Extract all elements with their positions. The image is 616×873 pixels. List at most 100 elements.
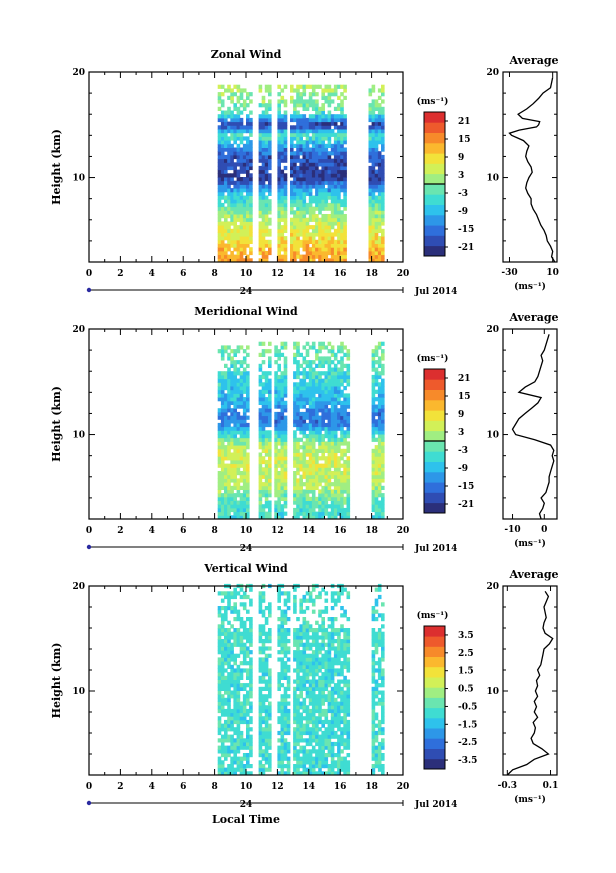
heatmap-cell [268,730,272,736]
heatmap-cell [217,668,222,673]
heatmap-cell [346,496,351,501]
heatmap-cell [311,258,316,263]
y-tick-label: 20 [72,68,85,78]
heatmap-cell [377,221,382,226]
heatmap-cell [268,613,272,618]
heatmap-cell [220,697,225,702]
heatmap-cell [308,591,313,596]
heatmap-cell [299,507,303,513]
heatmap-cell [308,598,313,603]
heatmap-cell [327,653,332,658]
heatmap-cell [230,456,234,461]
heatmap-cell [277,367,281,372]
heatmap-cell [293,500,297,505]
heatmap-cell [274,467,278,472]
heatmap-cell [293,103,297,108]
heatmap-cell [299,419,303,424]
heatmap-cell [246,653,250,658]
heatmap-cell [224,496,228,501]
heatmap-cell [220,382,225,387]
heatmap-cell [277,771,281,776]
heatmap-cell [220,422,225,428]
heatmap-cell [337,771,341,776]
heatmap-cell [268,646,272,651]
heatmap-cell [299,606,303,611]
heatmap-cell [220,504,225,509]
heatmap-cell [217,664,222,669]
heatmap-cell [258,749,263,754]
heatmap-cell [227,254,231,259]
heatmap-cell [261,749,266,754]
heatmap-cell [381,195,385,200]
heatmap-cell [324,151,329,156]
heatmap-cell [368,191,373,196]
heatmap-cell [299,382,303,387]
heatmap-cell [302,162,307,167]
heatmap-cell [268,606,272,611]
heatmap-cell [224,426,228,431]
heatmap-cell [315,463,319,468]
heatmap-cell [311,701,316,706]
heatmap-cell [302,474,307,479]
heatmap-cell [333,474,338,479]
heatmap-cell [302,129,307,134]
heatmap-cell [277,441,281,446]
heatmap-cell [264,132,269,137]
heatmap-cell [236,254,241,259]
heatmap-cell [258,675,263,680]
heatmap-cell [249,679,253,684]
heatmap-cell [343,441,347,446]
heatmap-cell [299,635,303,640]
heatmap-cell [217,723,222,728]
heatmap-cell [227,672,231,677]
heatmap-cell [371,258,376,263]
heatmap-cell [264,411,269,417]
heatmap-cell [340,441,344,446]
heatmap-cell [340,434,344,439]
heatmap-cell [293,136,297,141]
heatmap-cell [327,690,332,695]
heatmap-cell [246,515,250,520]
heatmap-cell [337,147,341,152]
heatmap-cell [371,415,376,420]
heatmap-cell [337,760,341,765]
heatmap-cell [246,121,250,126]
heatmap-cell [239,738,244,743]
heatmap-cell [283,125,288,130]
heatmap-cell [261,114,266,119]
heatmap-cell [217,456,222,461]
heatmap-cell [293,609,297,614]
heatmap-cell [268,760,272,765]
heatmap-cell [296,712,300,717]
heatmap-cell [299,147,303,152]
heatmap-cell [377,474,382,479]
heatmap-cell [246,363,250,368]
heatmap-cell [315,672,319,677]
heatmap-cell [296,642,300,647]
heatmap-cell [236,456,241,461]
heatmap-cell [302,404,307,409]
heatmap-cell [249,642,253,647]
heatmap-cell [327,705,332,710]
heatmap-cell [264,653,269,658]
heatmap-cell [321,232,325,237]
heatmap-cell [330,243,335,248]
heatmap-cell [233,701,237,706]
heatmap-cell [330,247,335,252]
heatmap-cell [268,221,272,226]
heatmap-cell [268,411,272,417]
heatmap-cell [224,154,228,160]
heatmap-cell [217,382,222,387]
heatmap-cell [371,136,376,141]
heatmap-cell [324,422,329,428]
heatmap-cell [308,173,313,178]
heatmap-cell [246,727,250,732]
heatmap-cell [377,467,382,472]
heatmap-cell [283,430,288,435]
heatmap-cell [277,378,281,383]
heatmap-cell [381,511,385,516]
heatmap-cell [381,426,385,431]
heatmap-cell [327,504,332,509]
heatmap-cell [280,448,285,453]
heatmap-cell [293,594,297,600]
